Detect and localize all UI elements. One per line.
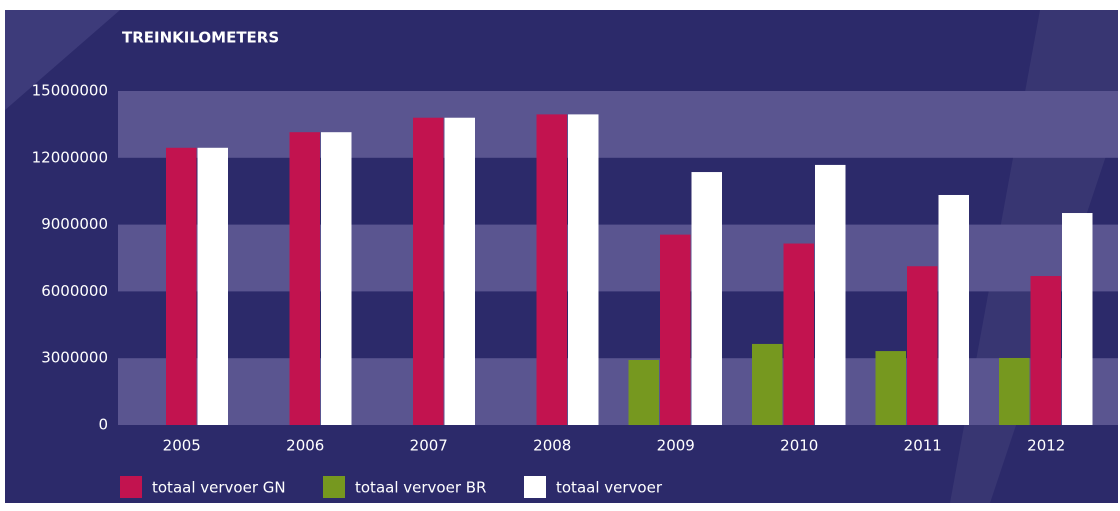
legend-swatch [323, 476, 345, 498]
bar [166, 147, 197, 425]
legend-label: totaal vervoer BR [355, 479, 486, 497]
x-tick-label: 2007 [410, 437, 448, 455]
bar [783, 243, 814, 425]
bar [289, 132, 320, 425]
y-tick-label: 9000000 [41, 215, 108, 233]
x-tick-label: 2008 [533, 437, 571, 455]
y-tick-label: 3000000 [41, 349, 108, 367]
bar [628, 359, 659, 425]
bar [907, 266, 938, 425]
x-tick-label: 2011 [904, 437, 942, 455]
legend-swatch [120, 476, 142, 498]
decoration [5, 10, 120, 110]
x-tick-label: 2009 [657, 437, 695, 455]
bar [197, 147, 228, 425]
y-tick-label: 12000000 [32, 148, 108, 166]
legend-swatch [524, 476, 546, 498]
x-tick-label: 2010 [780, 437, 818, 455]
legend-label: totaal vervoer [556, 479, 663, 497]
bar [938, 194, 969, 425]
x-tick-label: 2012 [1027, 437, 1065, 455]
bar [815, 164, 846, 425]
y-tick-label: 6000000 [41, 282, 108, 300]
bar [413, 117, 444, 425]
bar [691, 172, 722, 425]
bar [536, 114, 567, 425]
y-tick-label: 15000000 [32, 82, 108, 100]
grid-band [118, 91, 1118, 158]
y-tick-label: 0 [98, 416, 108, 434]
bar [1030, 276, 1061, 425]
bar [1062, 213, 1093, 425]
bar [444, 117, 475, 425]
bar [875, 351, 906, 425]
x-tick-label: 2006 [286, 437, 324, 455]
x-tick-label: 2005 [163, 437, 201, 455]
chart-title: TREINKILOMETERS [122, 29, 279, 47]
bar [568, 114, 599, 425]
bar [752, 343, 783, 425]
bar [321, 132, 352, 425]
bar [999, 357, 1030, 425]
bar [660, 234, 691, 425]
legend-label: totaal vervoer GN [152, 479, 286, 497]
